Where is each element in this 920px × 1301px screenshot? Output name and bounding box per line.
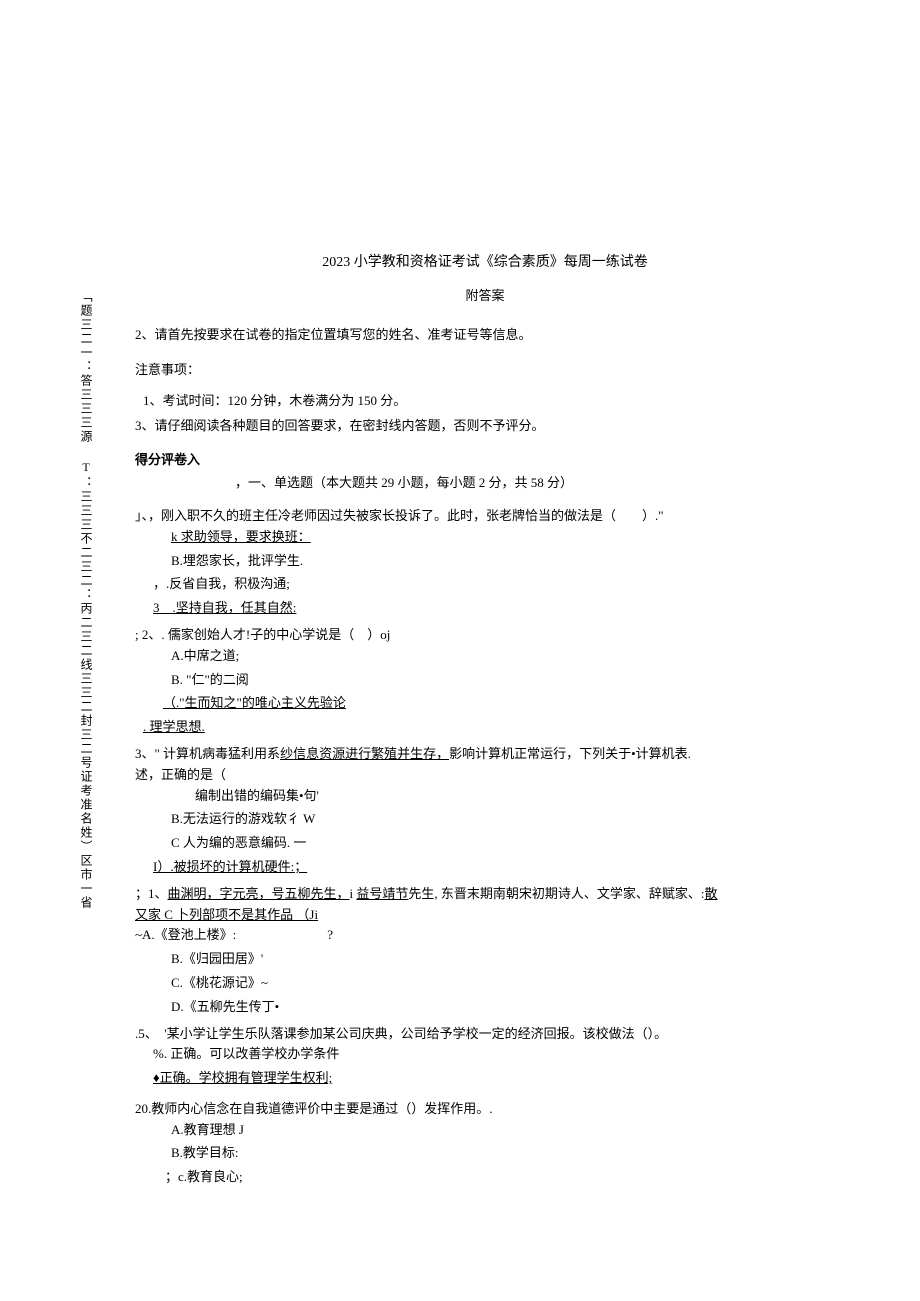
- q4-ul-2: 益号靖节: [356, 886, 408, 901]
- question-3-stem-line2: 述，正确的是（: [135, 765, 835, 786]
- question-3-stem-line1: 3、" 计算机病毒猛利用系纱信息资源进行繁殖并生存，影响计算机正常运行，下列关于…: [135, 744, 835, 765]
- question-2-option-c: （."生而知之"的唯心主义先验论: [163, 693, 835, 714]
- question-4-option-c: C.《桃花源记》~: [171, 973, 835, 994]
- instruction-line: 2、请首先按要求在试卷的指定位置填写您的姓名、准考证号等信息。: [135, 325, 835, 346]
- question-2-option-b: B. "仁"的二阅: [171, 670, 835, 691]
- question-2-stem: ; 2、. 儒家创始人才!子的中心学说是（ ）oj: [135, 625, 835, 646]
- question-3-option-c: C 人为编的恶意编码. 一: [171, 833, 835, 854]
- exam-title: 2023 小学教和资格证考试《综合素质》每周一练试卷: [135, 252, 835, 274]
- question-5-option-a: %. 正确。可以改善学校办学条件: [153, 1044, 835, 1065]
- question-1-option-a: k 求助领导，要求换班：: [171, 527, 835, 548]
- question-5-option-b: ♦正确。学校拥有管理学生权利;: [153, 1068, 835, 1089]
- main-content: 2023 小学教和资格证考试《综合素质》每周一练试卷 附答案 2、请首先按要求在…: [135, 252, 835, 1194]
- question-4: ；1、曲渊明，字元亮，号五柳先生，i 益号靖节先生, 东晋末期南朝宋初期诗人、文…: [135, 884, 835, 1018]
- question-20-option-c: ；c.教育良心;: [165, 1167, 835, 1188]
- question-4-option-b: B.《归园田居》': [171, 949, 835, 970]
- notice-title: 注意事项：: [135, 360, 835, 381]
- binding-strip-text: 「题三二一：答三三三源 T：三三三不二三二：丙二三二线三三二封三二号证考准名姓）…: [75, 290, 95, 910]
- question-5-stem: .5、 '某小学让学生乐队落课参加某公司庆典，公司给予学校一定的经济回报。该校做…: [135, 1024, 835, 1045]
- question-20-option-a: A.教育理想 J: [171, 1120, 835, 1141]
- question-1-stem: 」、，刚入职不久的班主任冷老师因过失被家长投诉了。此时，张老牌恰当的做法是（ ）…: [135, 506, 835, 527]
- question-4-option-d: D.《五柳先生传丁•: [171, 997, 835, 1018]
- question-20-stem: 20.教师内心信念在自我道德评价中主要是通过（）发挥作用。.: [135, 1099, 835, 1120]
- question-1-option-d: 3 .坚持自我，任其自然:: [153, 598, 835, 619]
- question-2-option-a: A.中席之道;: [171, 646, 835, 667]
- notice-item-2: 3、请仔细阅读各种题目的回答要求，在密封线内答题，否则不予评分。: [135, 416, 835, 437]
- question-20: 20.教师内心信念在自我道德评价中主要是通过（）发挥作用。. A.教育理想 J …: [135, 1099, 835, 1188]
- question-1-option-c: ，.反省自我，积极沟通;: [153, 574, 835, 595]
- question-1-option-b: B.埋怨家长，批评学生.: [171, 551, 835, 572]
- question-4-stem-line1: ；1、曲渊明，字元亮，号五柳先生，i 益号靖节先生, 东晋末期南朝宋初期诗人、文…: [135, 884, 835, 905]
- q4-ul-3: 散: [705, 886, 718, 901]
- question-3-option-a: 编制出错的编码集•句': [195, 786, 835, 807]
- question-3: 3、" 计算机病毒猛利用系纱信息资源进行繁殖并生存，影响计算机正常运行，下列关于…: [135, 744, 835, 878]
- question-3-option-d: I）.被损坏的计算机硬件:；: [153, 857, 835, 878]
- question-4-stem-line2: 又家 C 卜列部项不是其作品 （Ji: [135, 905, 835, 926]
- q4-ul-1: 曲渊明，字元亮，号五柳先生，: [168, 886, 350, 901]
- notice-item-1: 1、考试时间：120 分钟，木卷满分为 150 分。: [143, 391, 835, 412]
- question-4-option-a: ~A.《登池上楼》: ?: [135, 925, 835, 946]
- question-2-option-d: . 理学思想.: [143, 717, 835, 738]
- question-3-option-b: B.无法运行的游戏软彳 W: [171, 809, 835, 830]
- question-5: .5、 '某小学让学生乐队落课参加某公司庆典，公司给予学校一定的经济回报。该校做…: [135, 1024, 835, 1089]
- section-header: 得分评卷入: [135, 450, 835, 471]
- exam-subtitle: 附答案: [135, 286, 835, 307]
- question-2: ; 2、. 儒家创始人才!子的中心学说是（ ）oj A.中席之道; B. "仁"…: [135, 625, 835, 738]
- q3-underline-part: 纱信息资源进行繁殖并生存，: [280, 746, 449, 761]
- question-20-option-b: B.教学目标:: [171, 1143, 835, 1164]
- question-1: 」、，刚入职不久的班主任冷老师因过失被家长投诉了。此时，张老牌恰当的做法是（ ）…: [135, 506, 835, 619]
- section-description: ，一、单选题（本大题共 29 小题，每小题 2 分，共 58 分）: [235, 473, 835, 494]
